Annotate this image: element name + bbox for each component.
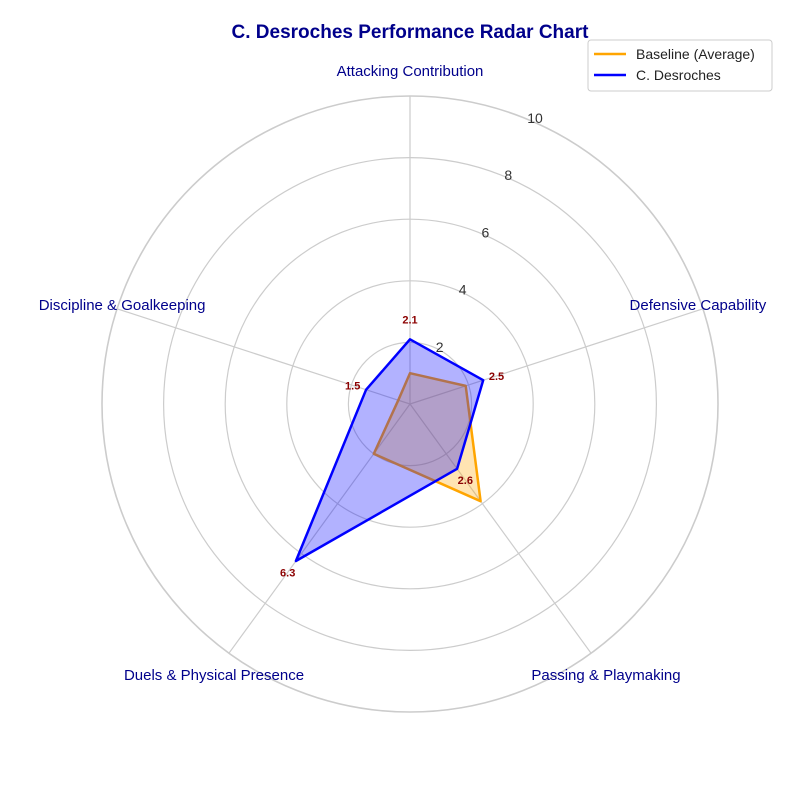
tick-label-2: 2 [436,339,444,355]
radial-tick-labels: 2 4 6 8 10 [436,110,543,355]
radar-grid [101,95,719,713]
data-label-duels-and-physical-presence: 6.3 [280,567,295,579]
axis-label-passing-and-playmaking: Passing & Playmaking [531,667,680,684]
tick-label-6: 6 [482,224,490,240]
spoke-defensive-capability [409,308,704,405]
axis-label-defensive-capability: Defensive Capability [630,297,767,314]
data-label-discipline-and-goalkeeping: 1.5 [345,380,360,392]
tick-label-10: 10 [527,110,543,126]
data-labels: 2.1 2.5 2.6 6.3 1.5 [280,314,504,579]
axis-label-attacking-contribution: Attacking Contribution [337,63,484,80]
legend-label-desroches: C. Desroches [636,67,721,83]
legend: Baseline (Average) C. Desroches [587,39,773,92]
axis-labels: Attacking Contribution Defensive Capabili… [39,63,767,684]
tick-label-4: 4 [459,282,467,298]
data-label-passing-and-playmaking: 2.6 [458,475,473,487]
data-label-defensive-capability: 2.5 [489,371,504,383]
spoke-discipline-and-goalkeeping [116,308,411,405]
data-label-attacking-contribution: 2.1 [402,314,417,326]
spoke-duels-and-physical-presence [228,403,411,654]
spoke-passing-and-playmaking [409,403,592,654]
tick-label-8: 8 [504,167,512,183]
series-layer [294,338,485,563]
chart-title: C. Desroches Performance Radar Chart [232,22,590,43]
legend-frame [587,39,773,92]
legend-label-baseline: Baseline (Average) [636,46,755,62]
axis-label-discipline-and-goalkeeping: Discipline & Goalkeeping [39,297,206,314]
series-c-desroches [294,338,485,563]
axis-label-duels-and-physical-presence: Duels & Physical Presence [124,667,304,684]
